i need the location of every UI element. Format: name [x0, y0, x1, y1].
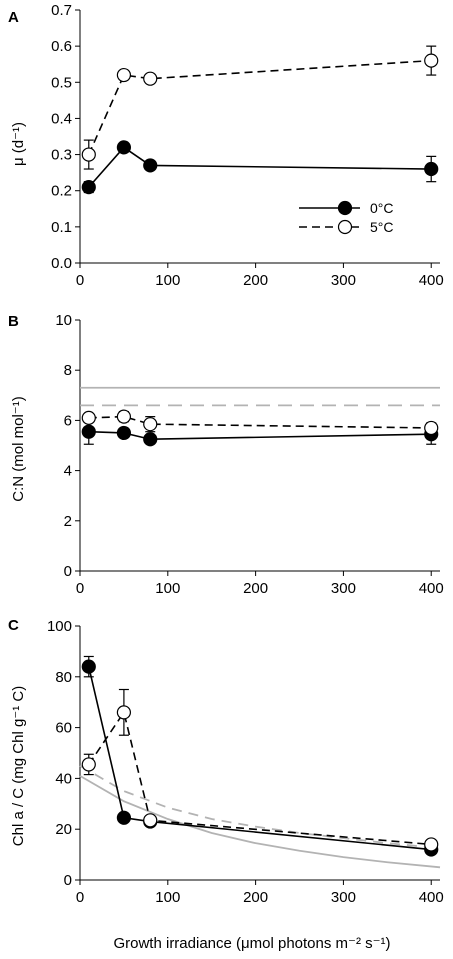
legend-label-5c: 5°C	[370, 219, 394, 235]
panel-letter-c: C	[8, 617, 19, 634]
y-tick-label-a: 0.1	[51, 219, 72, 236]
y-tick-label-a: 0.5	[51, 74, 72, 91]
x-tick-label-c: 100	[155, 889, 180, 906]
y-axis-title-c: Chl a / C (mg Chl g⁻¹ C)	[10, 686, 27, 846]
y-tick-label-c: 40	[55, 770, 72, 787]
legend: 0°C 5°C	[299, 200, 394, 235]
data-point-5c	[143, 417, 158, 432]
x-tick-label-c: 400	[419, 889, 444, 906]
y-tick-label-b: 8	[64, 362, 72, 379]
y-tick-label-a: 0.6	[51, 38, 72, 55]
y-axis-title-a: μ (d⁻¹)	[10, 122, 27, 166]
y-tick-label-c: 80	[55, 669, 72, 686]
data-point-0c	[81, 180, 96, 195]
reference-curve-dashed	[79, 764, 441, 850]
data-point-0c	[143, 432, 158, 447]
y-tick-label-a: 0.7	[51, 2, 72, 19]
y-tick-label-b: 6	[64, 412, 72, 429]
series-line-5c	[88, 59, 432, 155]
y-tick-label-c: 0	[64, 872, 72, 889]
x-axis-title: Growth irradiance (μmol photons m⁻² s⁻¹)	[113, 935, 390, 952]
data-point-0c	[424, 161, 439, 177]
x-tick-label-b: 400	[419, 580, 444, 597]
data-point-5c	[116, 67, 132, 83]
data-point-0c	[116, 425, 132, 441]
data-point-0c	[81, 424, 96, 439]
series-line-5c	[88, 710, 432, 846]
x-tick-label-a: 300	[331, 272, 356, 289]
panel-c: C Chl a / C (mg Chl g⁻¹ C) 0204060801000…	[8, 617, 444, 906]
data-point-0c	[116, 810, 132, 825]
y-tick-label-c: 100	[47, 618, 72, 635]
x-tick-label-a: 0	[76, 272, 84, 289]
y-tick-label-a: 0.0	[51, 255, 72, 272]
plot-area-c: 0 20 40 60 80 100 0 100 200 300 400	[47, 618, 444, 906]
y-tick-label-b: 4	[64, 463, 72, 480]
x-tick-label-c: 200	[243, 889, 268, 906]
series-line-5c	[88, 415, 432, 429]
data-point-0c	[81, 659, 96, 674]
data-point-5c	[424, 837, 439, 852]
legend-marker-5c	[337, 219, 353, 235]
x-tick-label-c: 0	[76, 889, 84, 906]
data-point-0c	[116, 140, 132, 155]
legend-label-0c: 0°C	[370, 200, 394, 216]
data-point-5c	[424, 53, 439, 68]
data-point-5c	[143, 813, 158, 828]
y-axis-title-b: C:N (mol mol⁻¹)	[10, 396, 27, 501]
x-tick-label-b: 200	[243, 580, 268, 597]
data-point-0c	[143, 158, 158, 173]
y-tick-label-c: 20	[55, 821, 72, 838]
reference-curve-solid	[79, 775, 441, 869]
data-point-5c	[143, 71, 158, 86]
panel-letter-b: B	[8, 313, 19, 330]
series-line-0c	[88, 666, 432, 851]
x-tick-label-a: 400	[419, 272, 444, 289]
data-point-5c	[81, 757, 96, 772]
data-point-5c	[81, 410, 96, 425]
data-point-5c	[424, 420, 439, 436]
series-line-0c	[88, 430, 432, 441]
x-tick-label-a: 200	[243, 272, 268, 289]
data-point-5c	[116, 409, 132, 424]
y-tick-label-c: 60	[55, 720, 72, 737]
x-tick-label-b: 100	[155, 580, 180, 597]
y-tick-label-b: 10	[55, 312, 72, 329]
panel-letter-a: A	[8, 9, 19, 26]
x-tick-label-a: 100	[155, 272, 180, 289]
data-point-5c	[81, 147, 96, 162]
y-tick-label-a: 0.4	[51, 110, 72, 127]
plot-area-a: 0.0 0.1 0.2 0.3 0.4 0.5 0.6 0.7 0 100 200 300 400	[51, 2, 444, 289]
y-tick-label-a: 0.2	[51, 183, 72, 200]
series-line-0c	[88, 146, 432, 188]
x-tick-label-b: 300	[331, 580, 356, 597]
data-point-5c	[116, 705, 132, 720]
y-tick-label-b: 2	[64, 513, 72, 530]
y-tick-label-a: 0.3	[51, 147, 72, 164]
legend-marker-0c	[337, 200, 353, 216]
y-tick-label-b: 0	[64, 563, 72, 580]
x-tick-label-b: 0	[76, 580, 84, 597]
x-tick-label-c: 300	[331, 889, 356, 906]
panel-a: A μ (d⁻¹) 0.0 0.1 0.2 0.3 0.4 0.5 0.6 0.7 0 100 20…	[8, 2, 444, 289]
